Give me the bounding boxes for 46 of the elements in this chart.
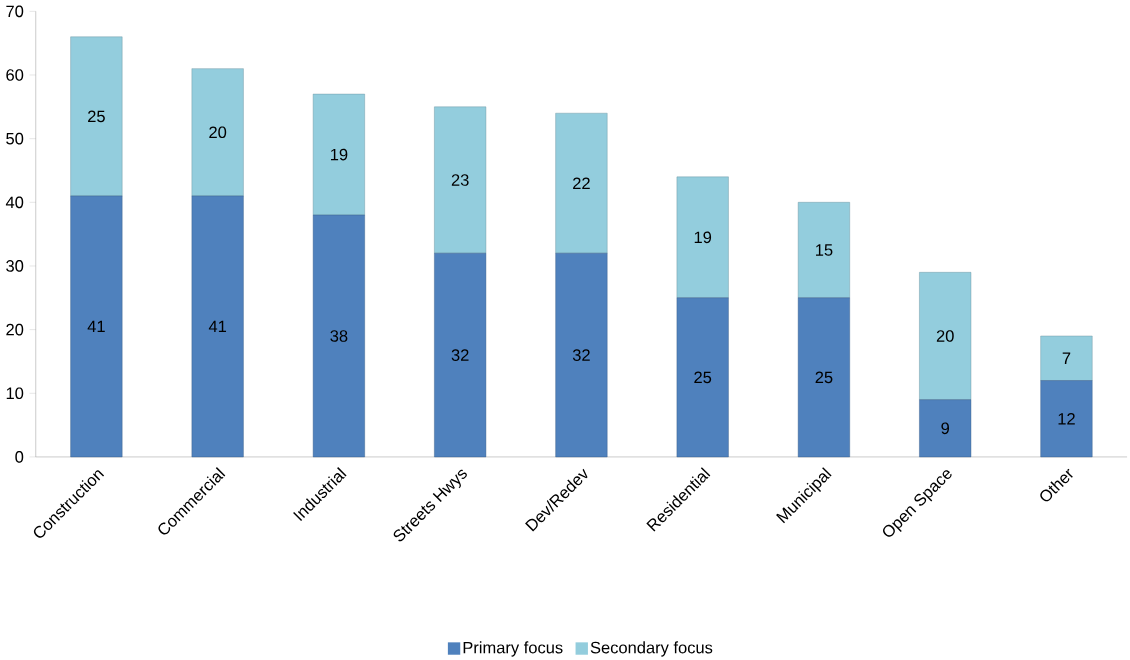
bar — [797, 297, 850, 458]
data-label: 23 — [451, 174, 469, 186]
data-label: 19 — [694, 231, 712, 244]
data-label: 7 — [1062, 352, 1071, 364]
data-label: 12 — [1058, 413, 1075, 425]
bar — [312, 93, 365, 216]
data-label: 19 — [330, 148, 348, 161]
data-label: 9 — [941, 422, 949, 435]
bar — [1040, 335, 1093, 381]
y-tick-label: 30 — [6, 260, 24, 272]
data-label: 32 — [451, 349, 469, 361]
bar — [70, 195, 123, 458]
bar — [919, 272, 972, 400]
bar — [312, 214, 365, 458]
bar — [191, 68, 244, 197]
data-label: 20 — [936, 330, 954, 342]
bar — [434, 253, 487, 458]
data-label: 25 — [88, 110, 105, 123]
y-tick-label: 0 — [15, 451, 24, 463]
data-label: 38 — [330, 330, 348, 342]
y-tick-label: 10 — [6, 387, 24, 400]
bar — [70, 36, 123, 197]
bar — [555, 113, 608, 254]
bar — [434, 106, 487, 254]
bar — [676, 297, 729, 458]
data-label: 32 — [572, 349, 590, 361]
y-tick-label: 40 — [5, 196, 24, 209]
bar — [797, 202, 850, 299]
bar — [555, 253, 608, 458]
data-label: 22 — [573, 177, 590, 190]
legend-label: Secondary focus — [590, 641, 713, 657]
y-tick-label: 20 — [6, 323, 24, 336]
data-label: 15 — [816, 244, 833, 256]
bar — [1040, 380, 1093, 458]
y-tick-label: 60 — [6, 69, 24, 81]
bar — [919, 399, 972, 458]
y-tick-label: 50 — [6, 132, 24, 145]
data-label: 25 — [694, 371, 712, 384]
legend-label: Primary focus — [463, 641, 563, 657]
y-tick-label: 70 — [6, 5, 24, 18]
bar — [676, 176, 729, 299]
data-label: 41 — [208, 320, 227, 333]
data-label: 41 — [87, 320, 105, 333]
bar — [191, 195, 244, 458]
data-label: 25 — [815, 371, 833, 384]
data-label: 20 — [209, 126, 227, 139]
